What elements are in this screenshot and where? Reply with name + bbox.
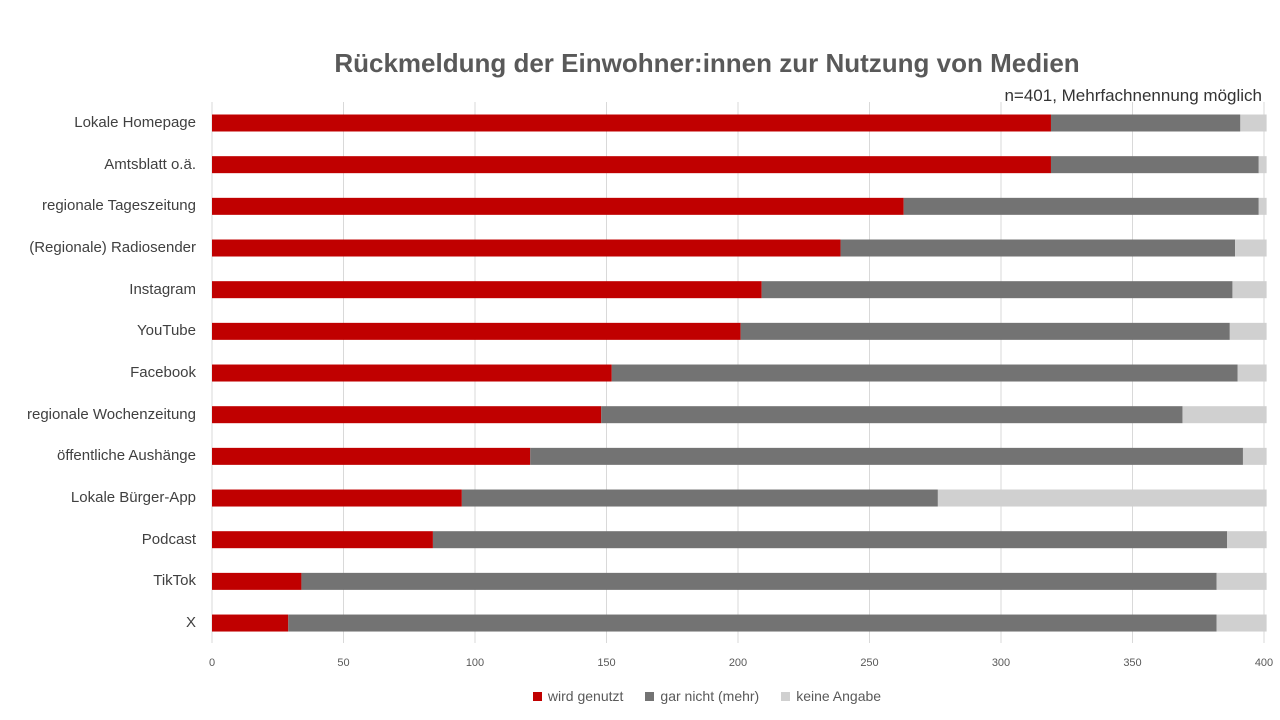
bar-used-7 [212,406,602,424]
category-label: TikTok [153,572,196,590]
bar-not-used-8 [530,447,1243,465]
bar-not-used-9 [461,489,938,507]
bar-not-used-7 [601,406,1183,424]
bar-used-1 [212,156,1051,174]
bar-no-answer-3 [1235,239,1267,257]
bar-not-used-5 [740,322,1230,340]
tick-label: 350 [1123,657,1142,669]
chart-title: Rückmeldung der Einwohner:innen zur Nutz… [334,48,1080,78]
bar-no-answer-8 [1242,447,1267,465]
category-label: Podcast [141,530,196,548]
tick-label: 50 [337,657,350,669]
bar-used-11 [212,572,302,590]
bar-not-used-0 [1050,114,1241,132]
bar-used-0 [212,114,1051,132]
category-label: regionale Tageszeitung [41,197,196,215]
bar-used-8 [212,447,531,465]
category-label: Lokale Bürger-App [70,489,196,507]
bar-no-answer-12 [1216,614,1267,632]
bar-used-9 [212,489,462,507]
bar-not-used-11 [301,572,1217,590]
category-label: (Regionale) Radiosender [29,239,196,256]
bar-used-4 [212,281,762,299]
bar-not-used-10 [432,531,1228,549]
bar-not-used-3 [840,239,1236,257]
category-label: Lokale Homepage [74,114,196,131]
category-label: öffentliche Aushänge [56,447,196,465]
bar-no-answer-6 [1237,364,1267,382]
category-label: YouTube [137,322,196,340]
bar-no-answer-9 [937,489,1267,507]
legend-swatch-used [532,691,542,701]
legend-item-no-answer: keine Angabe [781,688,881,704]
legend-item-not-used: gar nicht (mehr) [645,688,759,704]
bar-used-2 [212,197,904,215]
bar-not-used-1 [1050,156,1259,174]
bar-no-answer-7 [1182,406,1267,424]
category-label: X [185,614,196,632]
tick-label: 200 [728,657,748,669]
legend-label-used: wird genutzt [547,688,624,704]
tick-label: 0 [208,657,216,669]
bar-used-12 [212,614,289,632]
bar-no-answer-0 [1240,114,1267,132]
bar-not-used-12 [288,614,1217,632]
tick-label: 100 [465,657,485,669]
category-label: regionale Wochenzeitung [26,405,196,423]
bar-not-used-4 [761,281,1233,299]
chart-subtitle: n=401, Mehrfachnennung möglich [1004,86,1262,105]
bar-no-answer-2 [1258,197,1267,215]
legend: wird genutzt gar nicht (mehr) keine Anga… [0,688,1280,704]
tick-label: 250 [860,657,879,669]
category-label: Facebook [130,364,196,382]
legend-swatch-not-used [645,691,655,701]
bar-no-answer-10 [1227,531,1267,549]
tick-label: 400 [1254,657,1274,669]
category-label: Amtsblatt o.ä. [104,155,196,173]
bar-no-answer-1 [1258,156,1267,174]
bar-used-6 [212,364,612,382]
legend-label-not-used: gar nicht (mehr) [660,688,760,704]
bar-no-answer-4 [1232,281,1267,299]
bar-not-used-2 [903,197,1259,215]
bar-no-answer-5 [1229,322,1267,340]
bar-used-10 [212,531,433,549]
bar-not-used-6 [611,364,1238,382]
legend-item-used: wird genutzt [532,688,624,704]
bar-no-answer-11 [1216,572,1267,590]
category-label: Instagram [129,280,196,298]
legend-label-no-answer: keine Angabe [796,688,882,704]
bar-used-5 [212,322,741,340]
tick-label: 300 [991,657,1011,669]
legend-swatch-no-answer [781,691,791,701]
bar-used-3 [212,239,841,257]
tick-label: 150 [597,657,616,669]
